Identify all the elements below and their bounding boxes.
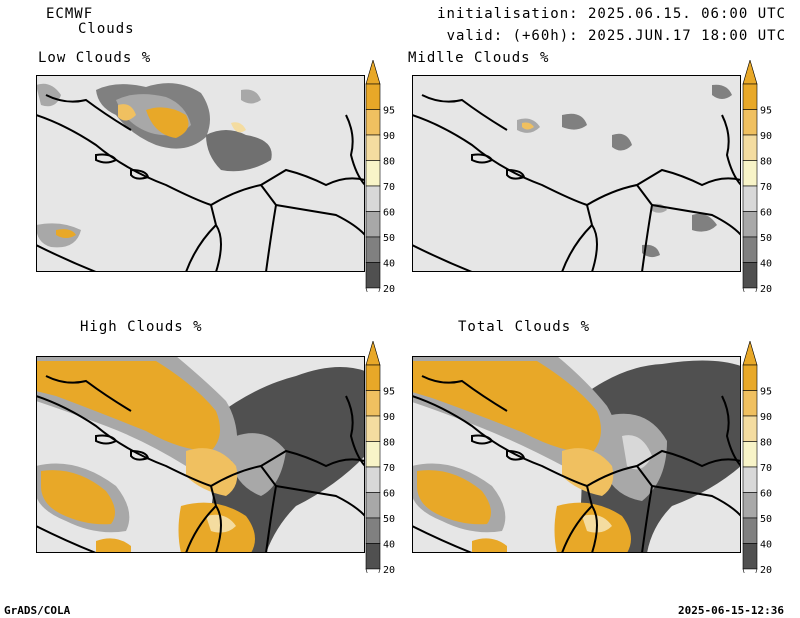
colorbar-label: 90 xyxy=(383,412,395,423)
colorbar-segment xyxy=(365,160,381,187)
colorbar-label: 90 xyxy=(760,412,772,423)
low-clouds-map xyxy=(36,75,365,272)
colorbar-segment xyxy=(365,83,381,110)
colorbar-top-arrow xyxy=(742,60,758,85)
colorbar-label: 60 xyxy=(383,208,395,219)
valid-time-label: valid: (+60h): 2025.JUN.17 18:00 UTC xyxy=(446,28,786,44)
colorbar-label: 20 xyxy=(760,565,772,573)
colorbar-label: 40 xyxy=(383,259,395,270)
colorbar-label: 50 xyxy=(760,514,772,525)
colorbar-label: 40 xyxy=(760,259,772,270)
colorbar-segment xyxy=(742,441,758,468)
colorbar-segment xyxy=(365,415,381,442)
footer-timestamp: 2025-06-15-12:36 xyxy=(678,604,784,617)
colorbar-total: 95 90 80 70 60 50 40 20 xyxy=(742,341,772,573)
colorbar-segment xyxy=(365,466,381,493)
colorbar-label: 80 xyxy=(383,438,395,449)
model-label: ECMWF xyxy=(46,6,94,22)
colorbar-label: 50 xyxy=(760,233,772,244)
colorbar-segment xyxy=(365,543,381,570)
colorbar-segment xyxy=(365,211,381,238)
colorbar-segment xyxy=(742,185,758,212)
colorbar-label: 50 xyxy=(383,233,395,244)
colorbar-segment xyxy=(742,83,758,110)
colorbar-label: 70 xyxy=(760,463,772,474)
panel-title-low: Low Clouds % xyxy=(38,50,152,66)
colorbar-label: 95 xyxy=(383,106,395,117)
colorbar-label: 60 xyxy=(760,208,772,219)
colorbar-segment xyxy=(742,492,758,519)
colorbar-label: 95 xyxy=(760,106,772,117)
colorbar-label: 60 xyxy=(383,489,395,500)
colorbar-label: 70 xyxy=(383,182,395,193)
colorbar-segment xyxy=(365,390,381,417)
panel-title-high: High Clouds % xyxy=(80,319,203,335)
colorbar-segment xyxy=(742,543,758,570)
colorbar-segment xyxy=(742,466,758,493)
colorbar-segment xyxy=(742,134,758,161)
colorbar-segment xyxy=(742,517,758,544)
colorbar-high: 95 90 80 70 60 50 40 20 xyxy=(365,341,395,573)
colorbar-label: 80 xyxy=(760,438,772,449)
footer-credit: GrADS/COLA xyxy=(4,604,71,617)
colorbar-segment xyxy=(742,390,758,417)
colorbar-segment xyxy=(742,262,758,289)
colorbar-low: 95 90 80 70 60 50 40 20 xyxy=(365,60,395,292)
colorbar-segment xyxy=(742,109,758,136)
colorbar-bottom-arrow xyxy=(742,287,758,292)
colorbar-label: 70 xyxy=(383,463,395,474)
colorbar-segment xyxy=(365,134,381,161)
colorbar-label: 95 xyxy=(760,387,772,398)
colorbar-top-arrow xyxy=(365,60,381,85)
colorbar-label: 70 xyxy=(760,182,772,193)
high-clouds-map xyxy=(36,356,365,553)
colorbar-segment xyxy=(365,492,381,519)
colorbar-segment xyxy=(742,415,758,442)
panel-title-middle: Midlle Clouds % xyxy=(408,50,550,66)
colorbar-label: 90 xyxy=(383,131,395,142)
colorbar-label: 20 xyxy=(383,284,395,292)
colorbar-segment xyxy=(365,262,381,289)
colorbar-bottom-arrow xyxy=(365,287,381,292)
colorbar-label: 20 xyxy=(383,565,395,573)
colorbar-label: 50 xyxy=(383,514,395,525)
colorbar-label: 80 xyxy=(760,157,772,168)
total-clouds-map xyxy=(412,356,741,553)
colorbar-bottom-arrow xyxy=(365,568,381,573)
colorbar-top-arrow xyxy=(742,341,758,366)
colorbar-segment xyxy=(742,160,758,187)
colorbar-segment xyxy=(742,364,758,391)
colorbar-segment xyxy=(742,211,758,238)
colorbar-segment xyxy=(365,517,381,544)
colorbar-label: 80 xyxy=(383,157,395,168)
colorbar-label: 40 xyxy=(760,540,772,551)
colorbar-label: 20 xyxy=(760,284,772,292)
colorbar-top-arrow xyxy=(365,341,381,366)
panel-title-total: Total Clouds % xyxy=(458,319,591,335)
middle-clouds-map xyxy=(412,75,741,272)
colorbar-segment xyxy=(365,364,381,391)
product-label: Clouds xyxy=(78,21,135,37)
colorbar-bottom-arrow xyxy=(742,568,758,573)
colorbar-segment xyxy=(365,185,381,212)
colorbar-middle: 95 90 80 70 60 50 40 20 xyxy=(742,60,772,292)
colorbar-segment xyxy=(365,441,381,468)
colorbar-label: 90 xyxy=(760,131,772,142)
colorbar-segment xyxy=(365,236,381,263)
colorbar-segment xyxy=(365,109,381,136)
colorbar-label: 60 xyxy=(760,489,772,500)
colorbar-label: 40 xyxy=(383,540,395,551)
colorbar-label: 95 xyxy=(383,387,395,398)
initialisation-label: initialisation: 2025.06.15. 06:00 UTC xyxy=(437,6,786,22)
colorbar-segment xyxy=(742,236,758,263)
